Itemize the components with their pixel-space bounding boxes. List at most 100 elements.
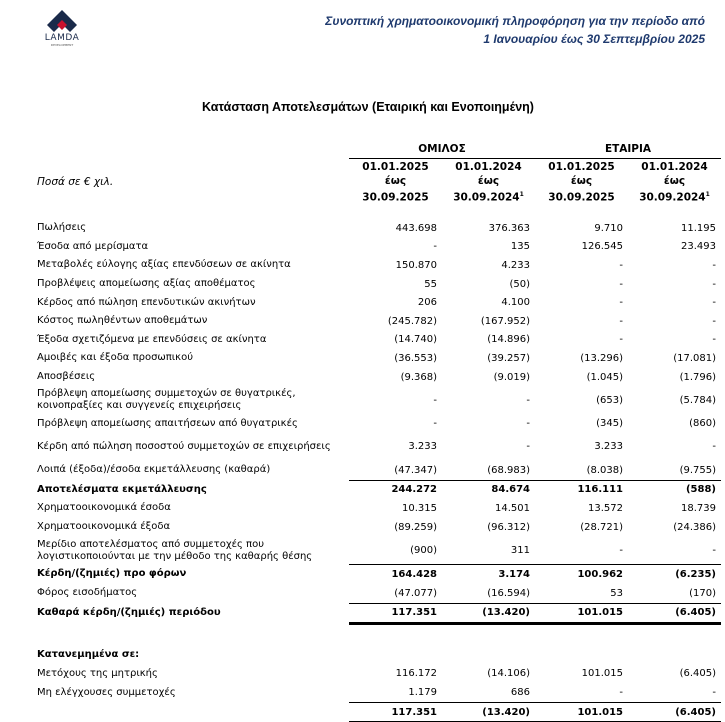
- row-value-col-1: 117.351: [349, 701, 442, 722]
- row-value-col-4: 18.739: [681, 502, 716, 514]
- table-row: Μη ελέγχουσες συμμετοχές 1.179 686 - -: [37, 683, 721, 702]
- row-value-col-2: (13.420): [442, 701, 535, 722]
- row-value-col-2: 14.501: [495, 502, 530, 514]
- table-row: Έξοδα σχετιζόμενα με επενδύσεις σε ακίνη…: [37, 331, 721, 350]
- row-value-col-3: 116.111: [535, 479, 628, 500]
- row-value-col-2: [442, 646, 535, 665]
- row-value-col-2: 3.174: [442, 564, 535, 584]
- table-row: Κέρδη από πώληση ποσοστού συμμετοχών σε …: [37, 433, 721, 461]
- row-label: Έσοδα από μερίσματα: [37, 240, 149, 252]
- row-value-col-1: (245.782): [387, 315, 437, 327]
- row-value-col-3: (28.721): [580, 521, 623, 533]
- row-value-col-3: 101.015: [535, 701, 628, 722]
- row-label: Μεταβολές εύλογης αξίας επενδύσεων σε ακ…: [37, 259, 291, 271]
- table-row: Λοιπά (έξοδα)/έσοδα εκμετάλλευσης (καθαρ…: [37, 461, 721, 480]
- period-from: 01.01.2025: [362, 161, 429, 173]
- row-value-col-3: 100.962: [535, 564, 628, 584]
- period-to-date: 30.09.2024: [453, 191, 520, 204]
- header-line-1: Συνοπτική χρηματοοικονομική πληροφόρηση …: [325, 14, 705, 28]
- row-value-col-3: 9.710: [594, 222, 623, 234]
- footnote-marker: 1: [705, 191, 710, 198]
- spacer-row: [37, 624, 721, 647]
- unit-label: Ποσά σε € χιλ.: [37, 176, 114, 188]
- row-value-col-4: -: [712, 259, 716, 271]
- row-label: Κέρδη/(ζημιές) προ φόρων: [37, 568, 187, 580]
- table-row: Πρόβλεψη απομείωσης συμμετοχών σε θυγατρ…: [37, 386, 721, 414]
- logo-mark-icon: [47, 10, 77, 32]
- total-row: Κέρδη/(ζημιές) προ φόρων 164.428 3.174 100.…: [37, 564, 721, 584]
- row-value-col-4: (170): [689, 587, 716, 599]
- row-value-col-4: (6.405): [628, 701, 721, 722]
- row-value-col-2: 84.674: [442, 479, 535, 500]
- row-value-col-4: (24.386): [673, 521, 716, 533]
- row-value-col-2: 311: [510, 544, 530, 556]
- page-title: Κατάσταση Αποτελεσμάτων (Εταιρική και Εν…: [202, 100, 534, 114]
- row-value-col-4: 23.493: [681, 241, 716, 253]
- period-to-date: 30.09.2025: [548, 191, 615, 204]
- row-value-col-2: (39.257): [487, 352, 530, 364]
- header-line-2: 1 Ιανουαρίου έως 30 Σεπτεμβρίου 2025: [483, 32, 705, 46]
- row-value-col-3: 101.015: [535, 602, 628, 626]
- row-label: Χρηματοοικονομικά έσοδα: [37, 502, 171, 514]
- row-value-col-1: (900): [410, 544, 437, 556]
- table-row: Κόστος πωληθέντων αποθεμάτων (245.782) (16…: [37, 312, 721, 331]
- row-label: Έξοδα σχετιζόμενα με επενδύσεις σε ακίνη…: [37, 333, 267, 345]
- row-value-col-3: (1.045): [586, 371, 623, 383]
- period-to-word: έως: [570, 174, 593, 187]
- table-row: Αποσβέσεις (9.368) (9.019) (1.045) (1.796): [37, 368, 721, 387]
- table-row: Κέρδος από πώληση επενδυτικών ακινήτων 20…: [37, 293, 721, 312]
- row-value-col-1: (14.740): [394, 334, 437, 346]
- row-value-col-2: (167.952): [480, 315, 530, 327]
- row-value-col-3: -: [619, 278, 623, 290]
- period-to-date: 30.09.2025: [362, 191, 429, 204]
- table-row: Χρηματοοικονομικά έσοδα 10.315 14.501 13.57…: [37, 499, 721, 518]
- period-from: 01.01.2025: [548, 161, 615, 173]
- row-label: Κέρδος από πώληση επενδυτικών ακινήτων: [37, 296, 256, 308]
- table-row: Φόρος εισοδήματος (47.077) (16.594) 53 (170): [37, 584, 721, 603]
- row-label: Προβλέψεις απομείωσης αξίας αποθέματος: [37, 278, 256, 290]
- period-to-date: 30.09.2024: [639, 191, 706, 204]
- period-from: 01.01.2024: [641, 161, 708, 173]
- row-value-col-4: (1.796): [679, 371, 716, 383]
- row-value-col-2: (68.983): [487, 464, 530, 476]
- row-label: [37, 702, 349, 722]
- table-row: Πωλήσεις 443.698 376.363 9.710 11.195: [37, 219, 721, 238]
- row-value-col-3: (8.038): [586, 464, 623, 476]
- row-label: Μετόχους της μητρικής: [37, 667, 158, 679]
- row-value-col-3: -: [619, 315, 623, 327]
- row-value-col-2: 4.233: [501, 259, 530, 271]
- row-value-col-2: 686: [510, 687, 530, 699]
- total-row: 117.351 (13.420) 101.015 (6.405): [37, 701, 721, 722]
- row-value-col-3: 13.572: [588, 502, 623, 514]
- row-value-col-4: -: [712, 297, 716, 309]
- period-to: 30.09.20241: [442, 188, 535, 205]
- row-value-col-1: -: [433, 418, 437, 430]
- row-value-col-1: -: [433, 394, 437, 406]
- row-value-col-3: (345): [596, 418, 623, 430]
- table-row: Μερίδιο αποτελέσματος από συμμετοχές που…: [37, 536, 721, 565]
- row-label: Φόρος εισοδήματος: [37, 587, 138, 599]
- row-label: Κόστος πωληθέντων αποθεμάτων: [37, 315, 208, 327]
- row-value-col-1: 164.428: [349, 564, 442, 584]
- row-value-col-2: (96.312): [487, 521, 530, 533]
- total-row: Καθαρά κέρδη/(ζημιές) περιόδου 117.351 (13…: [37, 602, 721, 626]
- row-value-col-2: (16.594): [487, 587, 530, 599]
- row-value-col-1: [349, 646, 442, 665]
- row-value-col-3: (13.296): [580, 352, 623, 364]
- period-to: 30.09.20241: [628, 188, 721, 205]
- row-value-col-3: -: [619, 297, 623, 309]
- period-from: 01.01.2024: [455, 161, 522, 173]
- row-value-col-1: (47.347): [394, 464, 437, 476]
- row-value-col-4: -: [712, 544, 716, 556]
- table-row: Αμοιβές και έξοδα προσωπικού (36.553) (39.…: [37, 349, 721, 368]
- row-value-col-3: 53: [610, 587, 623, 599]
- income-statement-table: ΟΜΙΛΟΣ ΕΤΑΙΡΙΑ Ποσά σε € χιλ. 01.01.2025…: [37, 140, 721, 722]
- row-value-col-4: (588): [628, 479, 721, 500]
- group-header-row: ΟΜΙΛΟΣ ΕΤΑΙΡΙΑ: [37, 140, 721, 159]
- row-value-col-3: -: [619, 334, 623, 346]
- row-label: Πωλήσεις: [37, 222, 87, 234]
- row-value-col-2: (9.019): [493, 371, 530, 383]
- row-value-col-3: -: [619, 259, 623, 271]
- row-value-col-1: 116.172: [395, 668, 437, 680]
- row-value-col-1: 55: [424, 278, 437, 290]
